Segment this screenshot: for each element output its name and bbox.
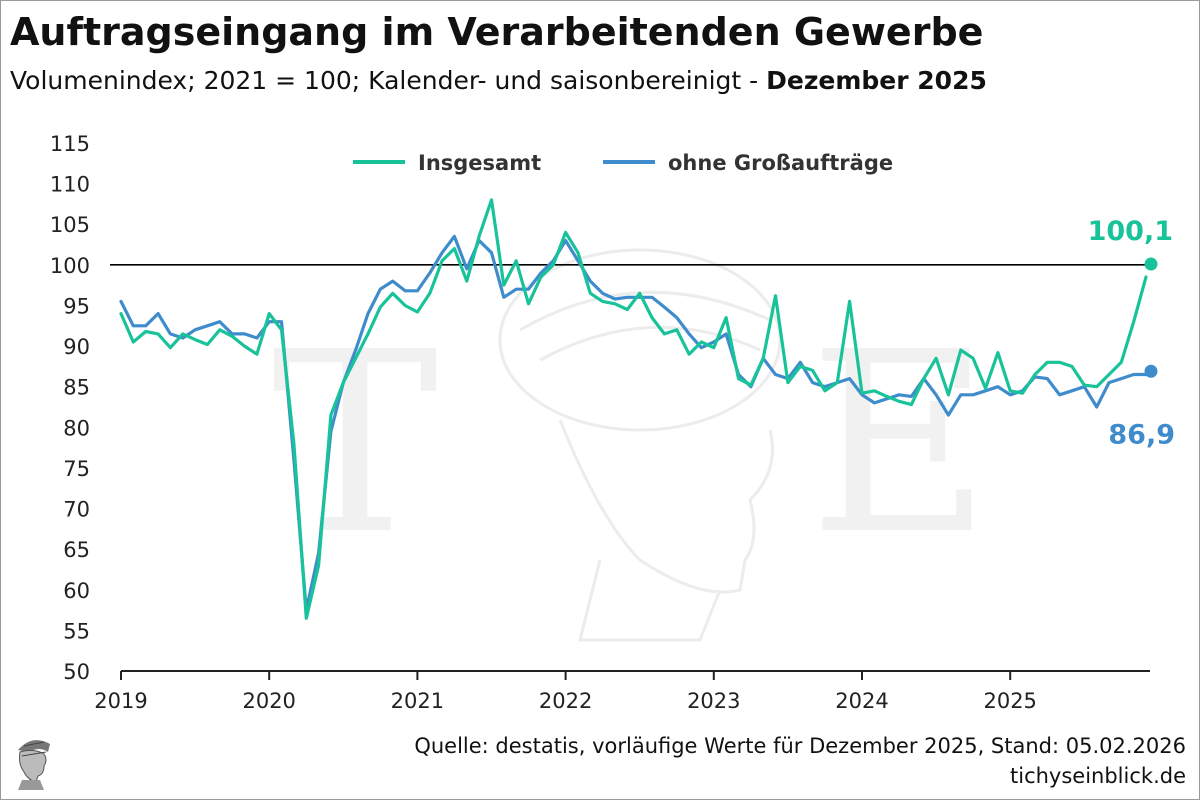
end-label-insgesamt: 100,1 <box>1088 216 1173 247</box>
y-tick-label: 80 <box>63 416 90 440</box>
watermark-letter-e: E <box>809 298 992 589</box>
y-tick-label: 100 <box>50 254 90 278</box>
y-tick-label: 115 <box>50 132 90 156</box>
watermark-letter-t: T <box>272 298 439 589</box>
y-tick-label: 65 <box>63 538 90 562</box>
subtitle-date: Dezember 2025 <box>766 66 987 95</box>
y-tick-label: 60 <box>63 579 90 603</box>
end-marker-ohne-grossauftraege <box>1144 364 1158 378</box>
y-tick-label: 75 <box>63 457 90 481</box>
tichy-logo-icon <box>10 730 56 790</box>
x-tick-label: 2023 <box>687 689 740 713</box>
x-tick-label: 2022 <box>539 689 592 713</box>
source-note: Quelle: destatis, vorläufige Werte für D… <box>414 734 1186 758</box>
x-tick-label: 2021 <box>391 689 444 713</box>
y-tick-label: 85 <box>63 376 90 400</box>
legend-label-insgesamt: Insgesamt <box>418 151 541 175</box>
x-tick-label: 2020 <box>242 689 295 713</box>
chart-title: Auftragseingang im Verarbeitenden Gewerb… <box>10 10 984 54</box>
y-tick-label: 110 <box>50 173 90 197</box>
legend: Insgesamt ohne Großaufträge <box>353 151 893 175</box>
y-tick-label: 50 <box>63 660 90 684</box>
y-tick-label: 90 <box>63 335 90 359</box>
y-tick-label: 70 <box>63 498 90 522</box>
chart-subtitle: Volumenindex; 2021 = 100; Kalender- und … <box>10 66 987 95</box>
legend-label-ohne-grossauftraege: ohne Großaufträge <box>668 151 893 175</box>
site-credit: tichyseinblick.de <box>1010 764 1186 788</box>
watermark-head-icon <box>498 248 782 642</box>
y-tick-label: 105 <box>50 213 90 237</box>
y-tick-label: 95 <box>63 294 90 318</box>
x-tick-label: 2024 <box>835 689 888 713</box>
end-label-ohne-grossauftraege: 86,9 <box>1108 419 1175 450</box>
x-tick-label: 2025 <box>983 689 1036 713</box>
subtitle-text: Volumenindex; 2021 = 100; Kalender- und … <box>10 66 767 95</box>
end-marker-insgesamt <box>1144 257 1158 271</box>
x-tick-label: 2019 <box>94 689 147 713</box>
series-line-insgesamt <box>119 198 1148 620</box>
y-tick-label: 55 <box>63 619 90 643</box>
